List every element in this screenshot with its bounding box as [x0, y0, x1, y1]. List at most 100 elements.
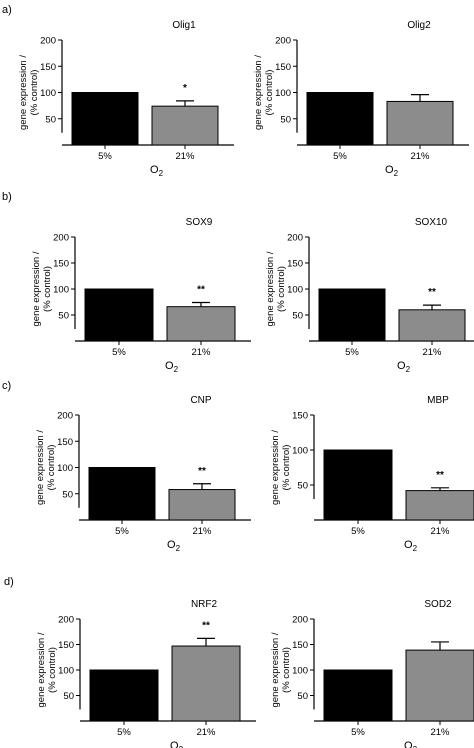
y-axis-label-line: (% control)	[46, 445, 57, 491]
y-axis-label-line: gene expression /	[270, 632, 281, 707]
y-tick-label: 100	[40, 88, 56, 99]
y-axis-label-line: (% control)	[281, 647, 292, 693]
x-tick-label: 5%	[112, 347, 126, 358]
x-tick-label: 21%	[191, 347, 211, 358]
significance-marker: **	[198, 466, 206, 477]
y-axis-label-line: gene expression /	[36, 632, 47, 707]
y-axis-label: gene expression / (% control)	[270, 632, 292, 707]
y-axis-label: gene expression / (% control)	[35, 430, 57, 505]
y-tick-label: 150	[275, 62, 291, 73]
y-tick-label: 200	[40, 36, 56, 47]
bar-5pct	[88, 467, 156, 521]
x-axis-label: O2	[397, 360, 411, 374]
chart-title: CNP	[190, 395, 211, 406]
y-axis-label-line: (% control)	[276, 266, 287, 312]
x-tick-label: 21%	[175, 151, 195, 162]
significance-marker: **	[197, 285, 205, 296]
y-axis-label-line: gene expression /	[270, 430, 281, 505]
y-tick-label: 200	[53, 233, 69, 244]
y-tick-label: 50	[297, 481, 308, 492]
bar-21pct	[168, 489, 236, 521]
significance-marker: **	[436, 470, 444, 481]
y-axis-label: gene expression / (% control)	[253, 55, 275, 130]
y-tick-label: 200	[57, 411, 73, 422]
y-axis-label: gene expression / (% control)	[265, 251, 287, 326]
x-tick-label: 5%	[115, 526, 129, 537]
y-tick-label: 100	[287, 285, 303, 296]
x-tick-label: 5%	[333, 151, 347, 162]
y-tick-label: 100	[58, 666, 74, 677]
bar-5pct	[323, 449, 393, 521]
y-tick-label: 150	[40, 62, 56, 73]
y-tick-label: 50	[62, 489, 73, 500]
y-tick-label: 150	[58, 640, 74, 651]
significance-marker: **	[428, 287, 436, 298]
x-axis-label: O2	[165, 360, 179, 374]
bar-21pct	[151, 105, 219, 146]
y-axis-label-line: (% control)	[42, 266, 53, 312]
y-axis-label-line: (% control)	[264, 70, 275, 116]
panel-label: b)	[2, 191, 12, 203]
x-axis-label: O2	[170, 740, 184, 748]
bar-21pct	[405, 490, 474, 521]
x-axis-label: O2	[404, 740, 418, 748]
y-tick-label: 50	[58, 311, 69, 322]
bar-5pct	[89, 669, 159, 722]
bar-21pct	[405, 649, 474, 722]
x-tick-label: 5%	[351, 727, 365, 738]
x-tick-label: 21%	[192, 526, 212, 537]
y-tick-label: 150	[292, 640, 308, 651]
y-tick-label: 150	[292, 411, 308, 422]
y-tick-label: 100	[292, 446, 308, 457]
bar-21pct	[386, 100, 454, 146]
y-tick-label: 100	[275, 88, 291, 99]
chart-olig1: Olig1 50 100 150 200 gene expression / (% cont…	[18, 20, 234, 178]
chart-title: NRF2	[191, 599, 218, 610]
y-axis-label-line: (% control)	[281, 445, 292, 491]
y-tick-label: 200	[292, 615, 308, 626]
bar-5pct	[71, 92, 139, 146]
x-axis-label: O2	[385, 164, 399, 178]
x-axis-label: O2	[167, 539, 181, 553]
y-tick-label: 50	[297, 691, 308, 702]
x-axis-label: O2	[150, 164, 164, 178]
x-tick-label: 5%	[345, 347, 359, 358]
x-tick-label: 5%	[117, 727, 131, 738]
chart-title: SOD2	[424, 599, 452, 610]
y-tick-label: 150	[53, 259, 69, 270]
x-tick-label: 5%	[351, 526, 365, 537]
x-tick-label: 21%	[196, 727, 216, 738]
y-axis-label: gene expression / (% control)	[270, 430, 292, 505]
y-tick-label: 200	[58, 615, 74, 626]
x-tick-label: 5%	[98, 151, 112, 162]
y-tick-label: 100	[53, 285, 69, 296]
y-axis-label-line: (% control)	[47, 647, 58, 693]
chart-title: Olig1	[172, 20, 196, 31]
x-tick-label: 21%	[422, 347, 442, 358]
y-axis-label-line: gene expression /	[18, 55, 29, 130]
bar-5pct	[84, 288, 154, 342]
x-tick-label: 21%	[430, 526, 450, 537]
y-tick-label: 200	[275, 36, 291, 47]
bar-21pct	[398, 309, 466, 342]
y-axis-label-line: (% control)	[29, 70, 40, 116]
bar-5pct	[306, 92, 374, 146]
y-axis-label: gene expression / (% control)	[31, 251, 53, 326]
chart-title: Olig2	[407, 20, 431, 31]
y-tick-label: 150	[57, 437, 73, 448]
x-tick-label: 21%	[410, 151, 430, 162]
panel-label: c)	[2, 380, 11, 392]
bar-5pct	[323, 669, 393, 722]
y-tick-label: 200	[287, 233, 303, 244]
y-tick-label: 150	[287, 259, 303, 270]
panel-label: a)	[2, 4, 12, 16]
y-tick-label: 100	[292, 666, 308, 677]
x-axis-label: O2	[404, 539, 418, 553]
y-tick-label: 50	[45, 114, 56, 125]
